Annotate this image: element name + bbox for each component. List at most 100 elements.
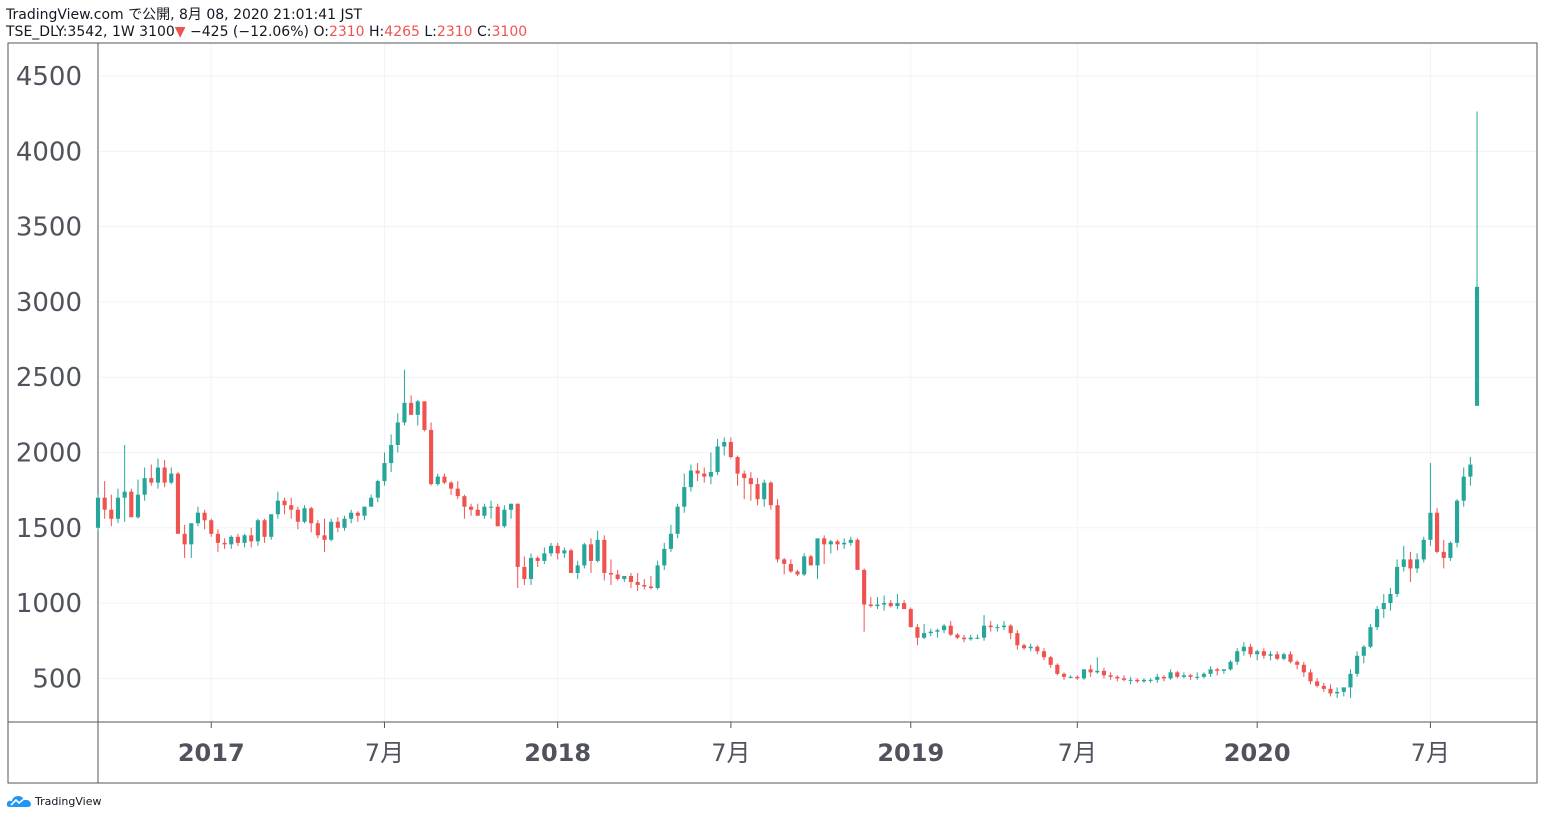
candle-body (515, 503, 520, 567)
candle-down (915, 624, 920, 646)
candle-down (775, 499, 780, 563)
candle-body (922, 633, 927, 638)
candle-body (1215, 669, 1220, 671)
candle-down (568, 548, 574, 573)
tradingview-brand[interactable]: TradingView (6, 792, 101, 810)
candle-body (1461, 476, 1466, 501)
candle-body (788, 563, 793, 572)
high-value: 4265 (384, 24, 420, 40)
candle-up (708, 452, 713, 485)
candle-body (482, 506, 487, 516)
candle-down (495, 503, 500, 527)
candle-body (1401, 559, 1406, 567)
candle-body (595, 539, 600, 561)
candle-body (535, 557, 540, 561)
candle-down (642, 578, 647, 590)
candle-body (842, 542, 847, 545)
candle-body (295, 509, 300, 522)
candle-body (1201, 673, 1206, 677)
candle-up (1361, 645, 1366, 664)
candle-body (189, 523, 194, 545)
candle-body (568, 550, 574, 573)
candle-down (469, 503, 474, 516)
candle-body (382, 463, 387, 482)
candle-down (1121, 675, 1127, 682)
candle-body (115, 497, 121, 519)
low-label: L: (424, 24, 437, 40)
candle-body (255, 520, 260, 542)
y-tick-label: 4500 (16, 62, 82, 92)
candle-body (169, 473, 174, 483)
candle-up (1341, 687, 1346, 697)
candle-up (922, 624, 927, 640)
candle-up (395, 413, 400, 453)
candle-down (409, 395, 414, 415)
y-tick-label: 3500 (16, 213, 82, 243)
candle-body (369, 497, 374, 507)
candle-body (742, 473, 747, 479)
candle-up (95, 494, 101, 531)
candle-body (528, 557, 534, 579)
candle-body (1235, 651, 1240, 662)
candle-body (562, 550, 567, 554)
candle-up (115, 488, 121, 524)
candle-body (449, 482, 454, 489)
candle-body (1368, 627, 1373, 647)
x-tick-label: 7月 (1058, 739, 1097, 767)
candle-down (1215, 667, 1220, 676)
candle-body (1061, 673, 1067, 677)
candle-body (242, 535, 247, 543)
candle-body (755, 484, 760, 500)
candle-body (195, 512, 200, 524)
candle-up (928, 628, 933, 637)
candle-body (662, 548, 667, 566)
candle-body (1441, 551, 1446, 558)
candle-up (169, 467, 174, 485)
candle-up (349, 509, 354, 524)
candle-body (715, 446, 720, 473)
candle-body (435, 476, 440, 485)
candle-down (1088, 664, 1093, 677)
candle-down (648, 575, 654, 590)
close-label: C: (477, 24, 492, 40)
candle-down (702, 467, 707, 483)
candle-body (575, 565, 580, 573)
close-value: 3100 (491, 24, 528, 40)
candle-body (1241, 646, 1246, 652)
candle-down (289, 497, 294, 519)
down-arrow-icon: ▼ (174, 24, 186, 40)
candle-down (1075, 675, 1080, 680)
candle-body (262, 520, 267, 537)
candle-body (802, 556, 807, 575)
candle-up (582, 542, 587, 569)
candle-body (935, 630, 940, 632)
candle-body (202, 512, 207, 521)
candle-down (728, 437, 733, 459)
candle-body (322, 535, 327, 540)
candle-body (915, 627, 920, 638)
candle-body (1075, 676, 1080, 679)
candle-down (1408, 551, 1413, 582)
candle-body (795, 571, 800, 575)
candle-up (135, 479, 141, 519)
candle-body (249, 535, 254, 542)
candle-down (429, 422, 434, 486)
candle-up (389, 434, 394, 473)
candle-up (1068, 675, 1073, 679)
candle-body (229, 536, 234, 545)
candle-down (948, 621, 953, 637)
candle-body (902, 603, 907, 610)
candle-down (202, 509, 207, 530)
candle-body (282, 500, 287, 506)
candle-body (888, 603, 893, 607)
candle-up (402, 369, 407, 426)
candle-body (582, 544, 587, 566)
candle-body (768, 482, 773, 506)
candle-body (1221, 669, 1226, 671)
candle-body (968, 637, 973, 640)
candle-down (1248, 643, 1253, 658)
candle-up (1255, 649, 1260, 661)
candle-down (795, 569, 800, 576)
candle-body (1381, 603, 1386, 610)
